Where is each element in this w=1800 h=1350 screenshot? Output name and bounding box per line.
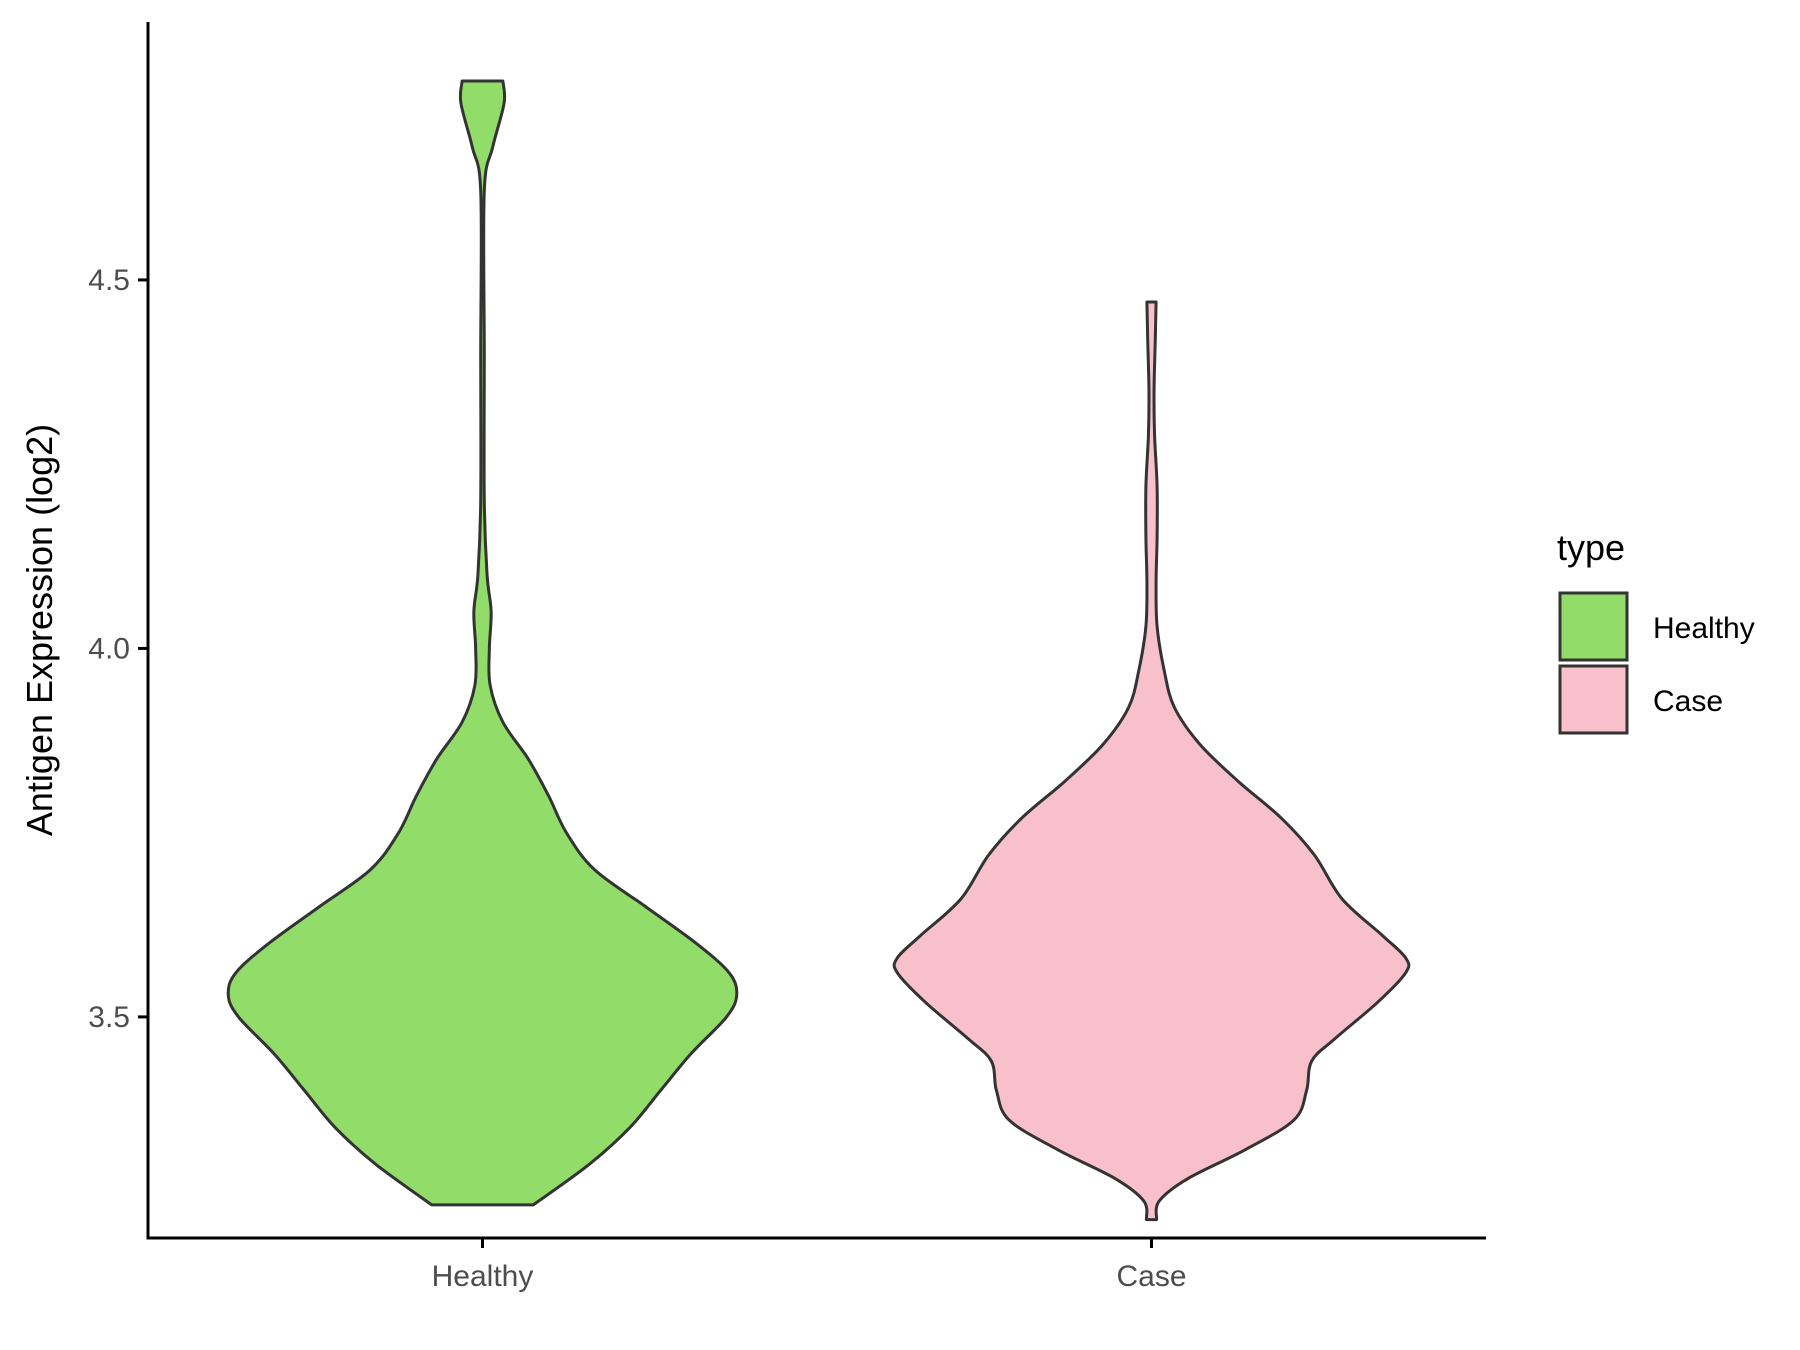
- legend-title: type: [1557, 527, 1625, 568]
- y-axis-title: Antigen Expression (log2): [19, 424, 60, 836]
- legend-label-case: Case: [1653, 685, 1723, 718]
- y-tick-label: 4.5: [88, 264, 130, 297]
- violin-healthy: [226, 79, 739, 1207]
- violin-case: [892, 300, 1411, 1222]
- legend-swatch-case: [1558, 664, 1629, 735]
- x-tick-label: Case: [1116, 1260, 1186, 1293]
- x-axis-ticks: Healthy Case: [432, 1238, 1187, 1293]
- x-tick-label: Healthy: [432, 1260, 534, 1293]
- y-tick-label: 3.5: [88, 1001, 130, 1034]
- legend-swatch-healthy: [1558, 591, 1629, 662]
- legend: type Healthy Case: [1557, 527, 1755, 735]
- y-tick-label: 4.0: [88, 632, 130, 665]
- legend-label-healthy: Healthy: [1653, 612, 1755, 645]
- y-axis-ticks: 3.5 4.0 4.5: [88, 264, 148, 1034]
- plot-area: [226, 79, 1411, 1222]
